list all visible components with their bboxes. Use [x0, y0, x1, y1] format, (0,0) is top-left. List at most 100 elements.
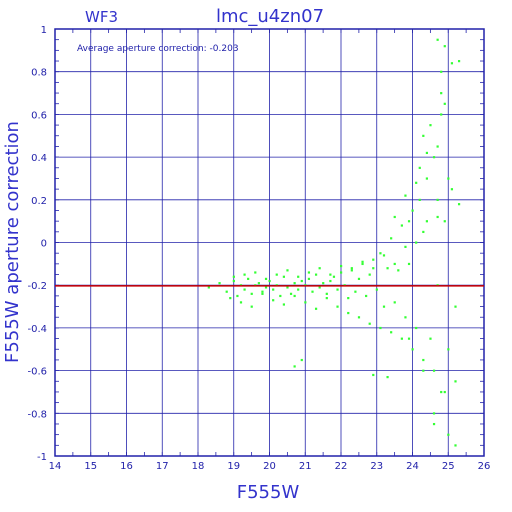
data-point: [286, 286, 289, 289]
data-point: [357, 277, 361, 280]
y-tick-label: 0.6: [31, 110, 47, 121]
data-point: [447, 433, 450, 436]
data-points: [207, 38, 461, 447]
data-point: [407, 220, 411, 223]
data-point: [429, 124, 432, 127]
data-point: [282, 303, 285, 306]
data-point: [293, 294, 296, 298]
data-point: [397, 269, 400, 272]
x-tick-label: 26: [478, 461, 491, 472]
data-point: [422, 134, 425, 137]
data-point: [300, 358, 303, 362]
data-point: [261, 290, 264, 293]
data-point: [457, 203, 461, 206]
data-point: [418, 166, 421, 169]
data-point: [239, 301, 243, 304]
data-point: [254, 271, 257, 274]
data-point: [450, 62, 454, 65]
data-point: [422, 369, 425, 372]
data-point: [350, 269, 353, 272]
data-point: [307, 271, 311, 274]
data-point: [365, 294, 368, 298]
data-point: [450, 188, 454, 191]
data-point: [375, 288, 378, 291]
data-point: [304, 301, 307, 304]
data-point: [336, 288, 339, 291]
data-point: [386, 267, 389, 270]
data-point: [404, 194, 407, 197]
data-point: [440, 70, 443, 73]
data-point: [425, 151, 428, 155]
x-tick-label: 16: [120, 461, 133, 472]
grid: [54, 28, 485, 457]
data-point: [357, 316, 361, 319]
y-tick-label: -1: [37, 452, 47, 463]
data-point: [400, 224, 403, 227]
data-point: [325, 297, 328, 300]
data-point: [432, 412, 436, 415]
data-point: [229, 297, 232, 300]
data-point: [300, 279, 303, 283]
data-point: [418, 198, 421, 201]
y-tick-label: 1: [41, 25, 47, 36]
data-point: [393, 215, 396, 219]
data-point: [297, 275, 300, 278]
data-point: [293, 282, 296, 285]
data-point: [282, 275, 285, 278]
data-point: [443, 45, 446, 48]
data-point: [454, 380, 457, 383]
data-point: [368, 273, 371, 276]
data-point: [436, 215, 439, 219]
data-point: [372, 373, 375, 377]
data-point: [425, 177, 428, 180]
data-point: [372, 267, 375, 270]
data-point: [432, 422, 436, 426]
data-point: [247, 277, 250, 280]
data-point: [407, 262, 411, 266]
data-point: [386, 376, 389, 379]
data-point: [272, 288, 275, 291]
data-point: [400, 337, 403, 340]
data-point: [236, 294, 239, 298]
x-tick-label: 15: [84, 461, 97, 472]
x-tick-label: 18: [192, 461, 205, 472]
data-point: [382, 254, 386, 257]
data-point: [436, 145, 439, 148]
data-point: [404, 316, 407, 319]
data-point: [440, 390, 443, 394]
data-point: [443, 390, 446, 394]
data-point: [379, 326, 382, 330]
data-point: [318, 267, 321, 270]
data-point: [218, 282, 221, 285]
data-point: [314, 307, 318, 310]
x-tick-label: 14: [49, 461, 62, 472]
y-tick-label: -0.2: [27, 281, 47, 292]
data-point: [440, 92, 443, 95]
data-point: [404, 245, 407, 248]
data-point: [454, 444, 457, 447]
data-point: [354, 290, 357, 293]
data-point: [332, 275, 336, 278]
x-tick-label: 25: [442, 461, 455, 472]
x-tick-label: 23: [370, 461, 383, 472]
data-point: [225, 290, 228, 293]
x-tick-label: 17: [156, 461, 169, 472]
y-tick-label: -0.8: [27, 409, 47, 420]
x-tick-label: 21: [299, 461, 312, 472]
y-tick-label: 0: [41, 239, 47, 250]
x-axis-label: F555W: [237, 482, 300, 503]
y-axis-label: F555W aperture correction: [2, 121, 23, 363]
data-point: [447, 177, 450, 180]
data-point: [422, 358, 425, 362]
y-tick-label: -0.4: [27, 324, 47, 335]
y-tick-labels: -1 -0.8 -0.6 -0.4 -0.2 0 0.2 0.4 0.6 0.8 1: [27, 25, 47, 463]
data-point: [275, 273, 278, 276]
data-point: [286, 269, 289, 272]
data-point: [325, 292, 328, 295]
data-point: [289, 292, 293, 295]
data-point: [432, 369, 436, 372]
x-tick-label: 24: [406, 461, 419, 472]
chart-title: lmc_u4zn07: [216, 6, 324, 27]
data-point: [340, 264, 343, 268]
average-annotation: Average aperture correction: -0.203: [77, 44, 239, 54]
